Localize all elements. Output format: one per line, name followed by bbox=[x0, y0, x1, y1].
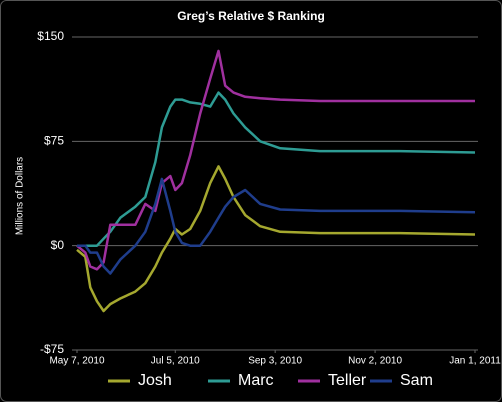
legend-label: Josh bbox=[138, 372, 172, 389]
series-line bbox=[77, 177, 476, 275]
series-line bbox=[76, 165, 476, 313]
x-tick-label: Nov 2, 2010 bbox=[348, 356, 402, 367]
legend-label: Marc bbox=[238, 372, 274, 389]
x-tick-label: May 7, 2010 bbox=[49, 356, 104, 367]
chart-title: Greg’s Relative $ Ranking bbox=[177, 9, 325, 23]
x-tick-label: Jan 1, 2011 bbox=[449, 356, 501, 367]
y-tick-label: $75 bbox=[44, 134, 64, 148]
x-tick-label: Sep 3, 2010 bbox=[248, 356, 302, 367]
series-line bbox=[76, 49, 475, 271]
x-tick-label: Jul 5, 2010 bbox=[151, 356, 200, 367]
legend-label: Sam bbox=[400, 372, 433, 389]
y-tick-label: -$75 bbox=[40, 342, 64, 356]
y-axis-label: Millions of Dollars bbox=[15, 157, 26, 235]
legend-label: Teller bbox=[328, 372, 367, 389]
y-tick-label: $0 bbox=[51, 238, 65, 252]
y-tick-label: $150 bbox=[37, 29, 64, 43]
series-line bbox=[77, 91, 476, 247]
